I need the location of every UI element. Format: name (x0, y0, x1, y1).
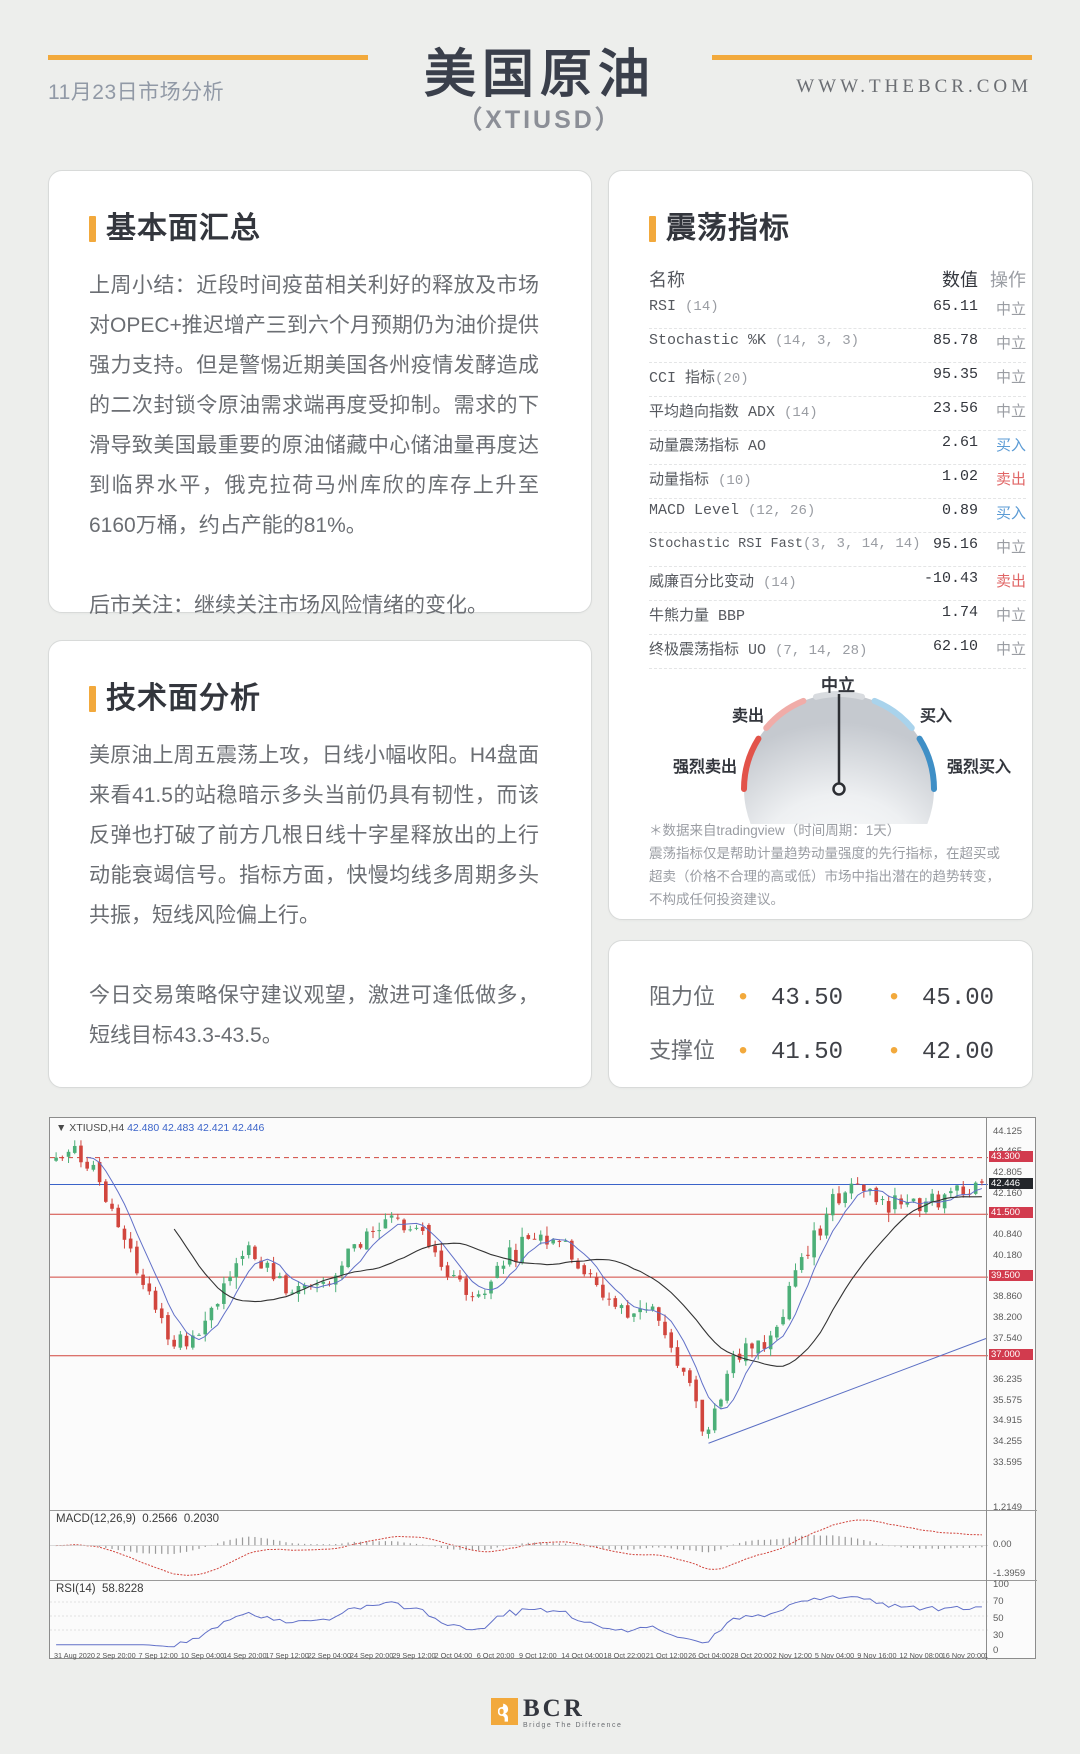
svg-text:强烈买入: 强烈买入 (947, 758, 1011, 776)
svg-text:中立: 中立 (821, 675, 855, 695)
svg-text:卖出: 卖出 (732, 706, 764, 725)
svg-text:买入: 买入 (920, 707, 952, 725)
svg-text:强烈卖出: 强烈卖出 (673, 757, 737, 776)
